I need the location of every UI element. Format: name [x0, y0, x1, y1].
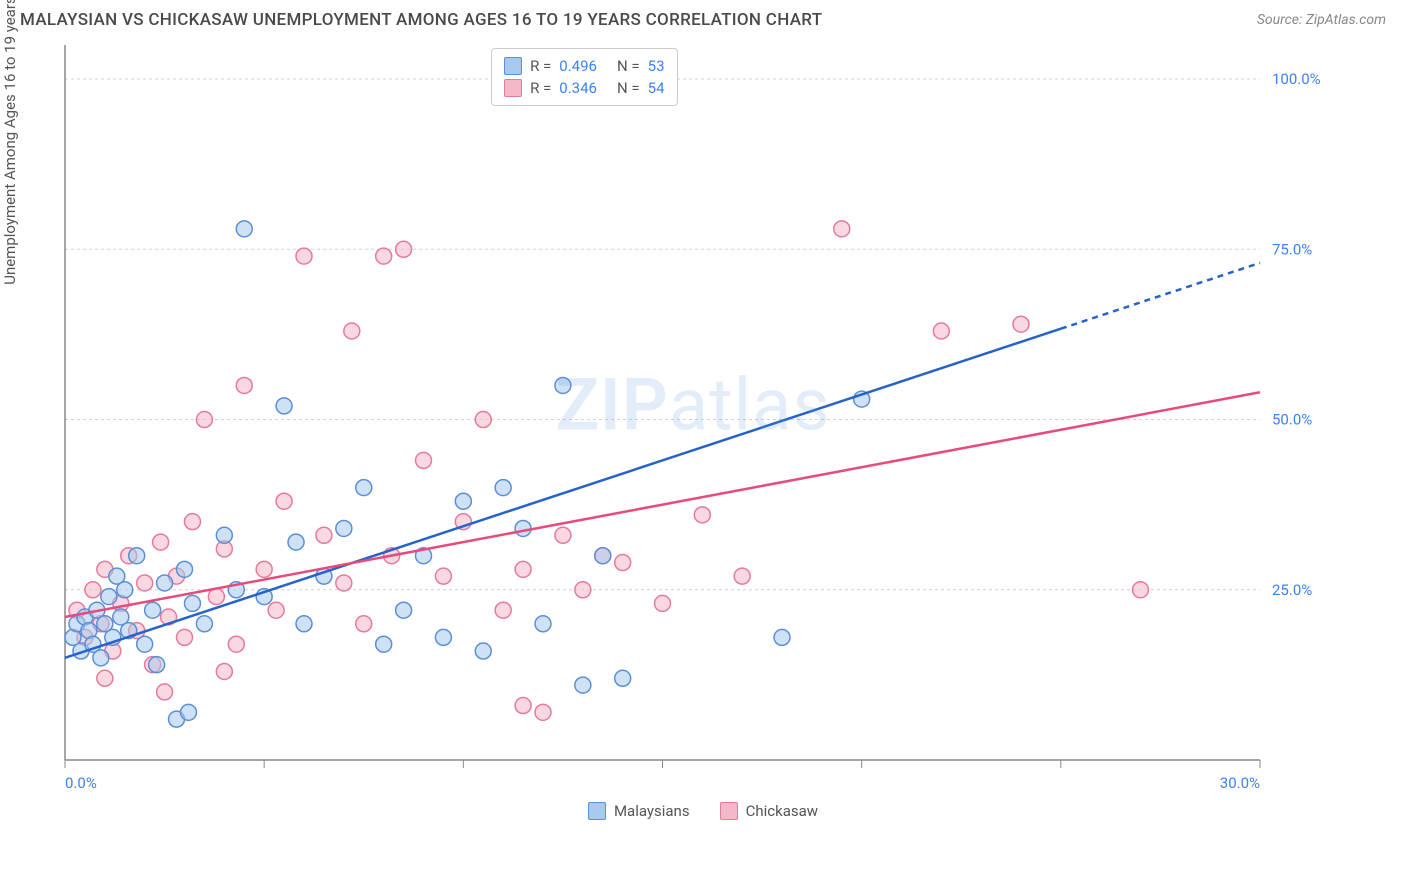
legend-r-label: R = [530, 57, 551, 75]
svg-text:0.0%: 0.0% [65, 774, 97, 792]
legend-r-value: 0.346 [559, 79, 597, 97]
legend-swatch [588, 802, 606, 820]
y-axis-label: Unemployment Among Ages 16 to 19 years [1, 0, 19, 285]
source-label: Source: ZipAtlas.com [1257, 12, 1386, 28]
svg-text:30.0%: 30.0% [1220, 774, 1260, 792]
legend-r-value: 0.496 [559, 57, 597, 75]
chart-title: MALAYSIAN VS CHICKASAW UNEMPLOYMENT AMON… [20, 10, 822, 30]
svg-text:25.0%: 25.0% [1272, 581, 1312, 599]
legend-n-value: 53 [648, 57, 665, 75]
legend-swatch [504, 79, 522, 97]
legend-n-label: N = [617, 57, 640, 75]
scatter-chart: 25.0% 50.0% 75.0% 100.0% 0.0% 30.0% [20, 40, 1320, 800]
series-name: Chickasaw [746, 802, 818, 820]
legend-swatch [720, 802, 738, 820]
svg-text:100.0%: 100.0% [1272, 70, 1320, 88]
svg-text:75.0%: 75.0% [1272, 240, 1312, 258]
series-legend: Malaysians Chickasaw [0, 800, 1406, 822]
legend-row: R = 0.346 N = 54 [504, 77, 664, 99]
series-legend-item: Chickasaw [720, 800, 818, 822]
series-legend-item: Malaysians [588, 800, 690, 822]
correlation-legend: R = 0.496 N = 53 R = 0.346 N = 54 [491, 48, 677, 106]
legend-n-label: N = [617, 79, 640, 97]
chart-container: Unemployment Among Ages 16 to 19 years 2… [20, 40, 1366, 800]
legend-row: R = 0.496 N = 53 [504, 55, 664, 77]
series-name: Malaysians [614, 802, 690, 820]
legend-r-label: R = [530, 79, 551, 97]
legend-n-value: 54 [648, 79, 665, 97]
legend-swatch [504, 57, 522, 75]
svg-text:50.0%: 50.0% [1272, 411, 1312, 429]
